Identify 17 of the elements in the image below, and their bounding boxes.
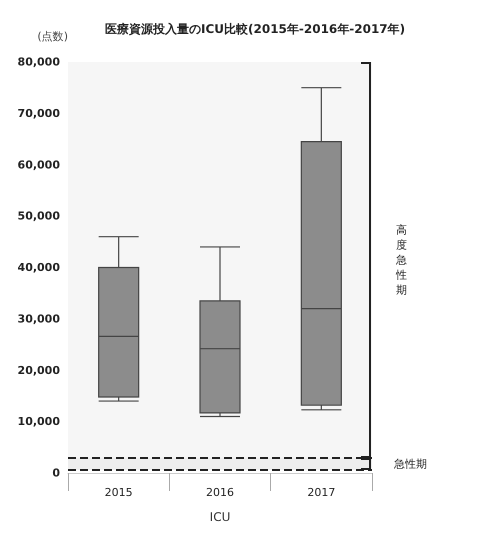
band-label: 高度急性期 (395, 223, 407, 296)
y-tick-label: 40,000 (18, 261, 60, 274)
y-tick-label: 80,000 (18, 56, 60, 68)
x-tick-label: 2016 (206, 486, 234, 499)
y-tick-label: 30,000 (18, 312, 60, 326)
y-tick-label: 0 (52, 466, 60, 480)
y-tick-label: 60,000 (18, 158, 60, 172)
chart-title: 医療資源投入量のICU比較(2015年-2016年-2017年) (105, 22, 406, 36)
x-axis-title: ICU (210, 510, 230, 524)
band-label: 急性期 (393, 457, 427, 470)
y-tick-label: 10,000 (18, 415, 60, 428)
x-tick-label: 2015 (104, 486, 133, 499)
x-tick-label: 2017 (307, 486, 336, 499)
y-tick-label: 70,000 (18, 106, 60, 120)
y-axis-title: (点数) (37, 30, 68, 43)
y-tick-label: 20,000 (18, 364, 60, 377)
y-tick-label: 50,000 (18, 210, 60, 223)
